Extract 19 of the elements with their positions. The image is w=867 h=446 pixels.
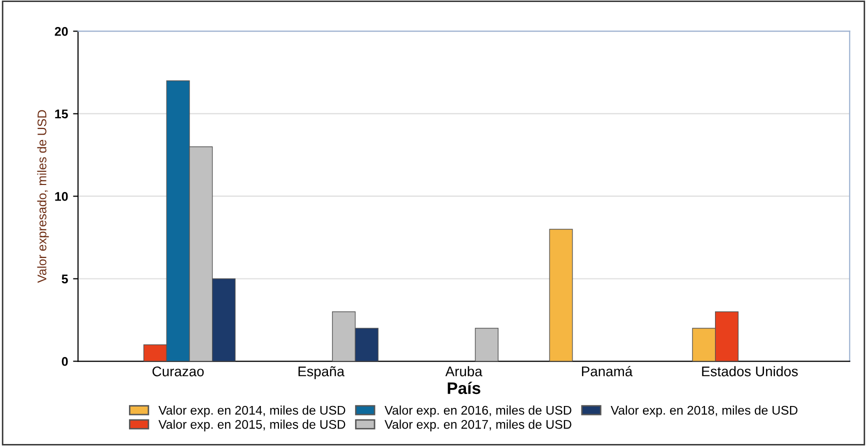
legend-label: Valor exp. en 2017, miles de USD (384, 420, 572, 432)
legend-label: Valor exp. en 2015, miles de USD (158, 420, 346, 432)
y-tick-label: 15 (55, 110, 68, 118)
y-tick-label: 0 (62, 357, 68, 366)
bar (474, 328, 498, 362)
y-tick-label: 5 (62, 274, 68, 284)
bar (549, 228, 573, 362)
y-axis-title: Valor expresado, miles de USD (37, 110, 49, 283)
legend-label: Valor exp. en 2014, miles de USD (158, 406, 346, 418)
x-tick-label: España (298, 366, 345, 380)
x-axis-title: País (448, 382, 480, 394)
x-tick-label: Curazao (152, 366, 204, 376)
x-tick-label: Panamá (582, 366, 633, 376)
x-tick-label: Aruba (445, 366, 482, 376)
y-tick-label: 10 (55, 192, 68, 201)
y-tick-label: 20 (54, 27, 68, 36)
x-tick-label: Estados Unidos (702, 366, 798, 376)
legend-label: Valor exp. en 2016, miles de USD (384, 406, 572, 418)
legend-label: Valor exp. en 2018, miles de USD (610, 406, 798, 418)
